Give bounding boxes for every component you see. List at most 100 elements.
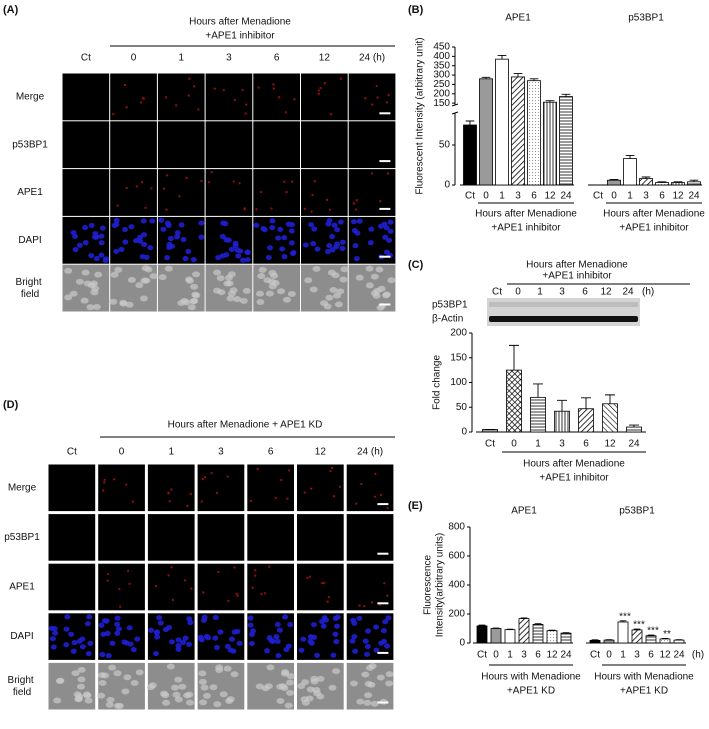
cell xyxy=(90,289,99,296)
cell xyxy=(114,266,123,273)
cell xyxy=(319,86,322,90)
micrograph xyxy=(98,464,145,512)
cell xyxy=(328,684,337,691)
cell xyxy=(148,627,155,633)
cell xyxy=(310,241,317,247)
cell xyxy=(114,621,121,627)
x-tick-label: 24 xyxy=(673,650,685,661)
cell xyxy=(352,648,359,654)
cell xyxy=(139,101,143,104)
x-tick-label: 3 xyxy=(559,439,565,450)
cell xyxy=(134,636,141,642)
cell xyxy=(350,617,357,623)
cell xyxy=(275,235,282,241)
cell xyxy=(258,266,267,273)
bar xyxy=(543,101,557,186)
cell xyxy=(321,615,328,621)
cell xyxy=(323,82,327,85)
cell xyxy=(352,202,356,205)
bar xyxy=(639,178,653,186)
cell xyxy=(387,93,390,97)
column-label: 24 (h) xyxy=(357,447,383,458)
cell xyxy=(102,257,109,264)
cell xyxy=(332,615,339,621)
x-tick-label: 6 xyxy=(531,191,537,202)
x-tick-label: 12 xyxy=(659,650,671,661)
cell xyxy=(210,472,213,475)
y-axis-label: Intensity(arbitrary units) xyxy=(435,533,446,637)
cell xyxy=(125,301,134,308)
column-label: 6 xyxy=(268,447,274,458)
cell xyxy=(71,670,80,677)
cell xyxy=(74,695,83,702)
cell xyxy=(260,592,263,596)
cell xyxy=(219,691,228,698)
cell xyxy=(289,222,296,228)
cell xyxy=(326,600,329,603)
cell xyxy=(334,301,343,308)
cell xyxy=(213,644,220,651)
y-tick-label: 450 xyxy=(433,42,450,53)
error-bar xyxy=(497,54,507,60)
cell xyxy=(105,653,112,659)
cell xyxy=(382,619,389,625)
cell xyxy=(329,287,338,294)
micrograph xyxy=(157,121,205,169)
cell xyxy=(312,265,321,272)
cell xyxy=(174,234,181,240)
cell xyxy=(308,222,315,228)
error-bar xyxy=(513,73,523,77)
cell xyxy=(278,683,287,690)
cell xyxy=(333,639,340,645)
bar xyxy=(560,632,572,644)
header: +APE1 inhibitor xyxy=(205,31,275,42)
cell xyxy=(361,671,370,678)
micrograph xyxy=(301,169,348,216)
cell xyxy=(147,245,154,251)
cell xyxy=(366,664,375,671)
cell xyxy=(118,587,121,591)
cell xyxy=(244,103,248,106)
cell xyxy=(277,96,281,99)
row-label: DAPI xyxy=(18,235,41,246)
cell xyxy=(112,478,116,481)
cell xyxy=(310,678,319,685)
cell xyxy=(174,696,183,703)
cell xyxy=(283,180,286,184)
cell xyxy=(303,207,307,211)
cell xyxy=(215,666,224,673)
cell xyxy=(186,504,189,508)
x-tick-label: 3 xyxy=(515,191,521,202)
cell xyxy=(272,87,275,90)
cell xyxy=(186,641,193,647)
cell xyxy=(198,234,205,240)
cell xyxy=(385,615,392,621)
x-tick-label: 24 xyxy=(628,439,640,450)
cell xyxy=(371,103,374,106)
cell xyxy=(377,223,384,229)
group-label: p53BP1 xyxy=(628,13,664,24)
cell xyxy=(174,104,178,107)
cell xyxy=(363,605,366,608)
cell xyxy=(182,635,189,641)
cell xyxy=(175,643,182,649)
cell xyxy=(165,174,169,177)
cell xyxy=(303,491,306,494)
cell xyxy=(83,280,92,287)
error-bar xyxy=(605,394,615,404)
bar xyxy=(623,158,637,186)
cell xyxy=(93,255,100,262)
micrograph xyxy=(48,563,96,611)
cell xyxy=(269,224,276,231)
cell xyxy=(153,630,160,636)
cell xyxy=(386,172,390,175)
row-label: APE1 xyxy=(17,187,43,198)
cell xyxy=(200,684,209,691)
micrograph xyxy=(98,563,145,611)
row-label: p53BP1 xyxy=(4,532,40,543)
error-bar xyxy=(520,617,528,619)
y-tick-label: 0 xyxy=(459,638,465,649)
cell xyxy=(387,228,394,234)
cell xyxy=(379,493,383,497)
header: Hours after Menadione xyxy=(526,260,628,271)
